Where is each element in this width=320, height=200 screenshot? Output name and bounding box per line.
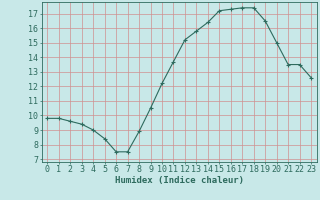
X-axis label: Humidex (Indice chaleur): Humidex (Indice chaleur) [115, 176, 244, 185]
